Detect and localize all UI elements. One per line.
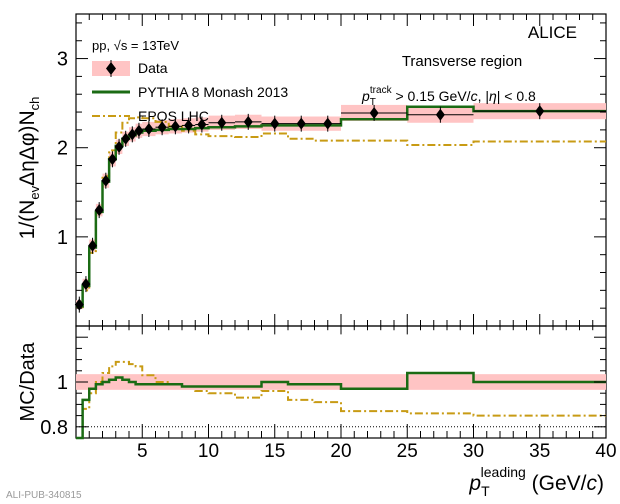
data-point (157, 121, 167, 134)
legend-epos-label: EPOS LHC (138, 108, 209, 124)
data-point (170, 120, 180, 133)
main-y-label: 1/(NevΔηΔφ)Nch (16, 97, 42, 240)
epos-series (76, 116, 606, 309)
data-point (88, 239, 98, 252)
ratio-panel: 0.815 10 15 20 25 30 35 40 MC/Data pTleading (G… (17, 325, 617, 499)
ratio-y-label: MC/Data (17, 342, 39, 422)
ratio-pythia-series (76, 371, 606, 440)
ratio-pythia-curve (76, 371, 606, 440)
x-tick-label: 25 (397, 441, 418, 462)
data-point (74, 298, 84, 311)
main-axes: 1 2 3 (57, 14, 606, 326)
main-y-tick-label: 3 (57, 49, 68, 71)
data-point (243, 115, 253, 128)
data-point (369, 106, 379, 119)
pythia-curve (76, 105, 606, 308)
legend: Data PYTHIA 8 Monash 2013 EPOS LHC (92, 60, 288, 124)
main-y-tick-label: 2 (57, 138, 68, 160)
cut-label: pTtrack > 0.15 GeV/c, |η| < 0.8 (361, 85, 536, 108)
legend-data-marker (106, 62, 116, 75)
x-tick-label: 5 (137, 441, 148, 462)
ratio-epos-curve (76, 360, 606, 439)
data-point (217, 116, 227, 129)
data-point (94, 204, 104, 217)
legend-header: pp, √s = 13TeV (92, 38, 179, 53)
data-point (270, 117, 280, 130)
data-point (81, 278, 91, 291)
data-series (74, 103, 606, 313)
data-point (197, 118, 207, 131)
x-tick-label: 35 (529, 441, 550, 462)
data-point (435, 108, 445, 121)
data-point (134, 124, 144, 137)
ratio-y-tick-label: 1 (57, 372, 68, 394)
ratio-y-tick-label: 0.8 (40, 417, 68, 439)
region-label: Transverse region (402, 53, 522, 70)
data-point (101, 174, 111, 187)
x-tick-label: 20 (330, 441, 351, 462)
x-tick-label: 10 (198, 441, 219, 462)
data-point (144, 122, 154, 135)
legend-data-label: Data (138, 60, 168, 76)
data-point (323, 117, 333, 130)
epos-curve (76, 116, 606, 309)
x-axis-label: pTleading (GeV/c) (468, 464, 604, 499)
main-panel: 123 1/(NevΔηΔφ)Nch ALICE pp, √s = 13TeV … (16, 13, 607, 327)
main-y-tick-label: 1 (57, 227, 68, 249)
ratio-epos-series (76, 360, 606, 439)
data-point (121, 132, 131, 145)
data-point (114, 140, 124, 153)
data-point (296, 117, 306, 130)
x-tick-label: 40 (595, 441, 616, 462)
data-point (184, 119, 194, 132)
experiment-label: ALICE (528, 23, 577, 42)
x-tick-label: 30 (463, 441, 484, 462)
data-point (107, 153, 117, 166)
data-syst-band (76, 103, 606, 310)
legend-pythia-label: PYTHIA 8 Monash 2013 (138, 84, 288, 100)
pythia-series (76, 105, 606, 308)
watermark: ALI-PUB-340815 (6, 490, 82, 501)
ratio-axes: 0.815 10 15 20 25 30 35 40 (40, 326, 617, 462)
x-tick-label: 15 (264, 441, 285, 462)
data-point (127, 128, 137, 141)
data-point (535, 105, 545, 118)
